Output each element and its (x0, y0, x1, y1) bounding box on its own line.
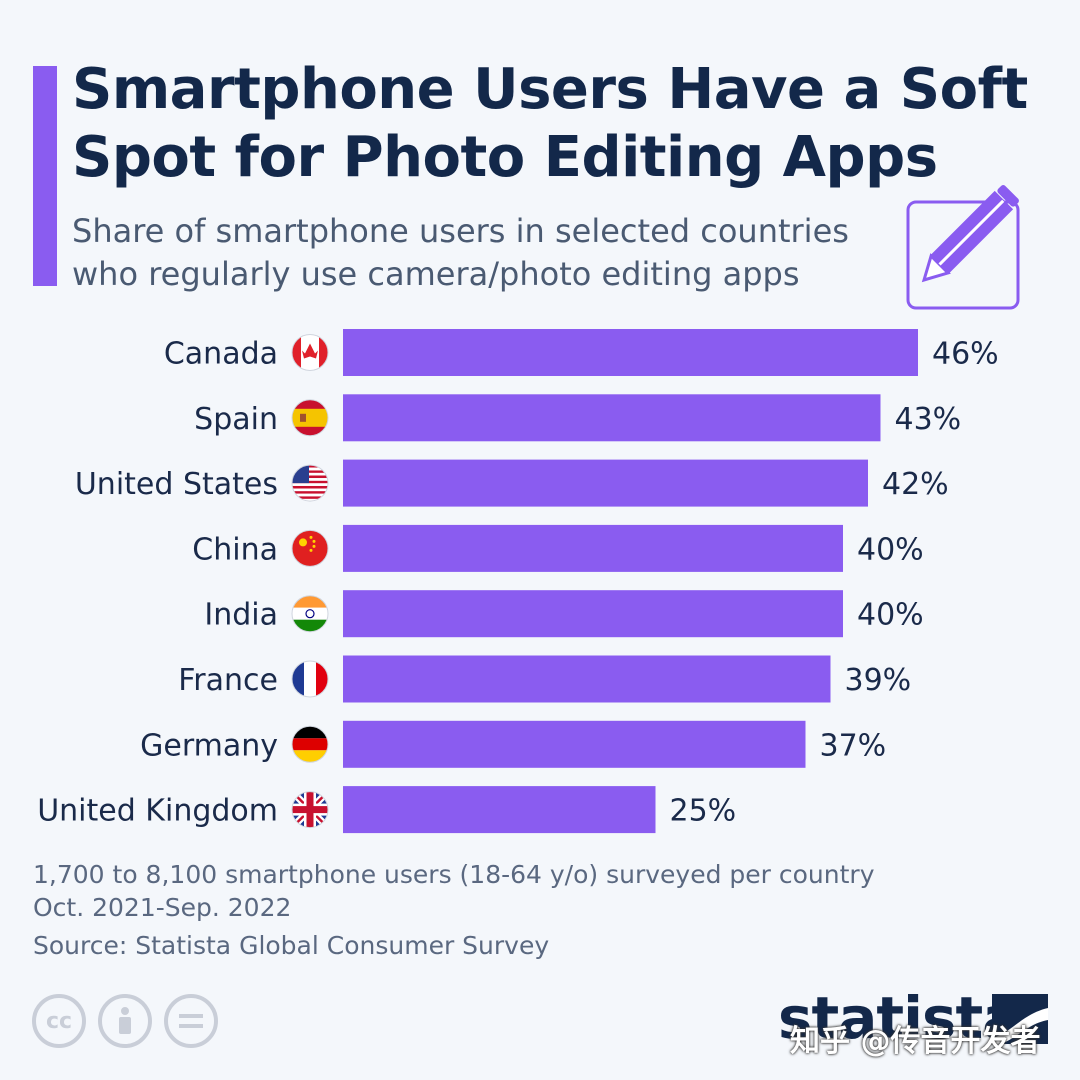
canada-flag-icon (291, 334, 329, 371)
category-label: United States (75, 467, 278, 502)
title-accent-bar (33, 66, 57, 286)
germany-flag-icon (291, 725, 329, 763)
pencil-icon (906, 185, 1020, 310)
uk-flag-icon (291, 791, 329, 829)
china-flag-icon (291, 529, 329, 567)
bar-china (343, 524, 843, 572)
bar-india (343, 590, 843, 638)
survey-note: 1,700 to 8,100 smartphone users (18-64 y… (33, 860, 875, 922)
category-label: Germany (140, 728, 278, 763)
india-flag-icon (291, 595, 329, 633)
spain-flag-icon (291, 399, 329, 437)
no-derivatives-icon[interactable] (164, 994, 218, 1048)
value-label: 40% (857, 598, 924, 633)
bar-canada (343, 329, 918, 376)
value-label: 25% (670, 794, 737, 829)
cc-icon[interactable]: cc (32, 994, 86, 1048)
value-label: 39% (845, 663, 912, 698)
page-subtitle: Share of smartphone users in selected co… (72, 212, 849, 293)
source-text: Source: Statista Global Consumer Survey (33, 931, 550, 960)
watermark-text: 知乎 @传音开发者 (790, 1024, 1041, 1059)
bar-spain (343, 394, 881, 442)
category-label: Canada (164, 337, 278, 372)
value-label: 43% (895, 402, 962, 437)
value-label: 46% (932, 337, 999, 372)
license-icons: cc (32, 994, 218, 1048)
france-flag-icon (291, 660, 329, 698)
attribution-icon[interactable] (98, 994, 152, 1048)
bar-chart: Canada 46% Spain 43% United States 42% China 40… (37, 329, 999, 834)
bar-united-states (343, 459, 868, 507)
category-label: China (192, 532, 278, 567)
category-label: United Kingdom (37, 794, 278, 829)
category-label: Spain (194, 402, 278, 437)
usa-flag-icon (291, 464, 329, 502)
value-label: 37% (820, 728, 887, 763)
category-label: France (178, 663, 278, 698)
value-label: 40% (857, 532, 924, 567)
statista-logo-mark-icon (992, 994, 1048, 1044)
statista-logo[interactable]: statista (778, 984, 1021, 1052)
page-title: Smartphone Users Have a Soft Spot for Ph… (72, 57, 1028, 190)
bar-france (343, 655, 831, 703)
bar-germany (343, 720, 806, 768)
category-label: India (204, 598, 278, 633)
bar-united-kingdom (343, 786, 656, 834)
value-label: 42% (882, 467, 949, 502)
